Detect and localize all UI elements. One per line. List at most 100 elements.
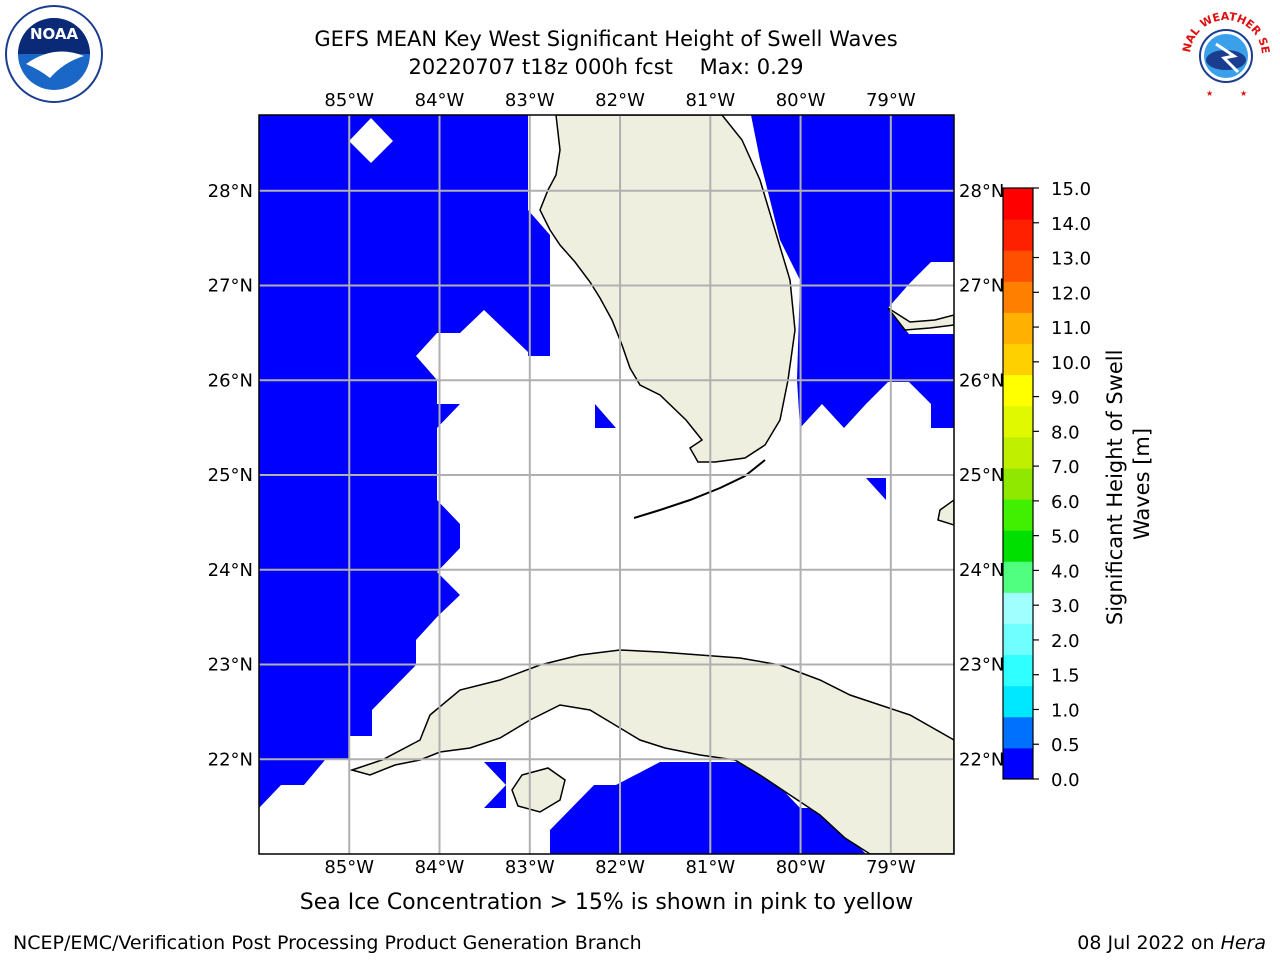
colorbar-tick-label: 4.0 — [1051, 561, 1080, 582]
colorbar-tick-label: 12.0 — [1051, 283, 1091, 304]
colorbar-frame — [1002, 187, 1034, 780]
lon-label-top: 82°W — [595, 90, 645, 111]
colorbar-segment — [1003, 561, 1033, 593]
lat-label-left: 27°N — [208, 276, 253, 297]
colorbar-segment — [1003, 716, 1033, 749]
swell-region-caribbean — [550, 762, 866, 854]
colorbar-segment — [1003, 467, 1033, 500]
colorbar-segment — [1003, 436, 1033, 469]
star-icon: ★ — [1240, 89, 1247, 98]
swell-region-atlantic — [751, 115, 954, 428]
lat-label-right: 25°N — [959, 465, 1004, 486]
colorbar-tick-label: 1.5 — [1051, 666, 1080, 687]
lon-label-top: 80°W — [776, 90, 826, 111]
colorbar-tick-label: 6.0 — [1051, 492, 1080, 513]
land-bahamas — [887, 307, 954, 331]
swell-region-gulf — [259, 115, 550, 808]
colorbar-segment — [1003, 654, 1033, 687]
lat-label-left: 26°N — [208, 370, 253, 391]
colorbar-ticks: 0.0 0.5 1.0 1.5 2.0 3.0 4.0 5.0 6.0 7.0 8.0 9.0 10.0… — [1033, 179, 1091, 791]
noaa-logo: NOAA — [5, 5, 103, 103]
lat-label-left: 24°N — [208, 560, 253, 581]
lon-label-bottom: 83°W — [505, 857, 555, 878]
land-andros — [937, 499, 954, 526]
colorbar-segment — [1003, 219, 1033, 251]
lon-label-bottom: 79°W — [866, 857, 916, 878]
lon-label-bottom: 82°W — [595, 857, 645, 878]
colorbar-tick-label: 5.0 — [1051, 527, 1080, 548]
swell-region-small — [866, 478, 886, 500]
nws-logo: NATIONAL WEATHER SERVICE ★ ★ — [1176, 4, 1274, 102]
colorbar-tick-label: 13.0 — [1051, 249, 1091, 270]
colorbar-tick-label: 1.0 — [1051, 700, 1080, 721]
forecast-time: 20220707 t18z 000h fcst — [408, 55, 673, 79]
lat-label-right: 27°N — [959, 276, 1004, 297]
lon-label-top: 84°W — [415, 90, 465, 111]
map-frame — [258, 114, 955, 855]
lat-label-left: 25°N — [208, 465, 253, 486]
chart-title: GEFS MEAN Key West Significant Height of… — [314, 27, 898, 51]
lat-label-right: 24°N — [959, 560, 1004, 581]
colorbar-segment — [1003, 623, 1033, 656]
colorbar — [1003, 188, 1033, 780]
land-cuba — [349, 649, 954, 854]
colorbar-segment — [1003, 188, 1033, 220]
colorbar-segment — [1003, 312, 1033, 345]
swell-region-small — [595, 404, 616, 428]
lat-label-left: 22°N — [208, 749, 253, 770]
lon-label-bottom: 84°W — [415, 857, 465, 878]
footer-credit: NCEP/EMC/Verification Post Processing Pr… — [13, 932, 642, 954]
lon-label-top: 81°W — [685, 90, 735, 111]
colorbar-tick-label: 2.0 — [1051, 631, 1080, 652]
colorbar-segment — [1003, 530, 1033, 562]
colorbar-tick-label: 3.0 — [1051, 596, 1080, 617]
lon-label-top: 83°W — [505, 90, 555, 111]
colorbar-segment — [1003, 685, 1033, 718]
colorbar-tick-label: 9.0 — [1051, 388, 1080, 409]
colorbar-tick-label: 10.0 — [1051, 353, 1091, 374]
map-area — [259, 115, 954, 854]
lat-label-right: 23°N — [959, 655, 1004, 676]
lon-label-top: 79°W — [866, 90, 916, 111]
host-name: Hera — [1220, 932, 1266, 954]
colorbar-label: Significant Height of Swell Waves [m] — [1103, 343, 1154, 625]
chart-subtitle: 20220707 t18z 000h fcst Max: 0.29 — [0, 54, 1212, 80]
colorbar-segment — [1003, 747, 1033, 780]
lat-label-right: 26°N — [959, 370, 1004, 391]
colorbar-tick-label: 11.0 — [1051, 318, 1091, 339]
colorbar-tick-label: 14.0 — [1051, 214, 1091, 235]
colorbar-segment — [1003, 592, 1033, 624]
land-isla-juventud — [511, 767, 566, 813]
land-florida — [539, 115, 796, 463]
colorbar-tick-label: 7.0 — [1051, 457, 1080, 478]
star-icon: ★ — [1206, 89, 1213, 98]
lon-label-bottom: 80°W — [776, 857, 826, 878]
lat-label-left: 28°N — [208, 181, 253, 202]
colorbar-segment — [1003, 405, 1033, 438]
footer-date: 08 Jul 2022 on Hera — [1077, 932, 1266, 954]
colorbar-tick-label: 0.0 — [1051, 770, 1080, 791]
colorbar-segment — [1003, 281, 1033, 313]
longitude-labels: 85°W 85°W 84°W 84°W 83°W 83°W 82°W 82°W 81°W 81°W… — [324, 90, 915, 878]
sea-ice-note: Sea Ice Concentration > 15% is shown in … — [299, 890, 914, 915]
graticule — [259, 115, 954, 854]
lat-label-right: 22°N — [959, 749, 1004, 770]
colorbar-tick-label: 8.0 — [1051, 422, 1080, 443]
lat-label-left: 23°N — [208, 655, 253, 676]
lon-label-bottom: 81°W — [685, 857, 735, 878]
colorbar-tick-label: 0.5 — [1051, 735, 1080, 756]
swell-gap-gulf — [349, 118, 393, 163]
swell-region-straits-west — [484, 762, 506, 808]
colorbar-segment — [1003, 499, 1033, 531]
colorbar-segment — [1003, 374, 1033, 407]
colorbar-segment — [1003, 250, 1033, 282]
colorbar-segment — [1003, 343, 1033, 376]
latitude-labels: 28°N 28°N 27°N 27°N 26°N 26°N 25°N 25°N 24°N 24°N… — [208, 181, 1005, 770]
noaa-text: NOAA — [30, 25, 79, 43]
lon-label-bottom: 85°W — [324, 857, 374, 878]
colorbar-tick-label: 15.0 — [1051, 179, 1091, 200]
max-value: Max: 0.29 — [699, 55, 804, 79]
lat-label-right: 28°N — [959, 181, 1004, 202]
lon-label-top: 85°W — [324, 90, 374, 111]
